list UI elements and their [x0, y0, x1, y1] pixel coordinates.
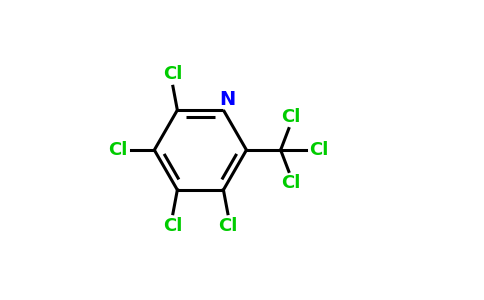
Text: Cl: Cl	[218, 217, 238, 235]
Text: Cl: Cl	[163, 217, 182, 235]
Text: Cl: Cl	[108, 141, 128, 159]
Text: Cl: Cl	[282, 108, 301, 126]
Text: Cl: Cl	[163, 65, 182, 83]
Text: N: N	[219, 90, 235, 109]
Text: Cl: Cl	[282, 174, 301, 192]
Text: Cl: Cl	[309, 141, 328, 159]
